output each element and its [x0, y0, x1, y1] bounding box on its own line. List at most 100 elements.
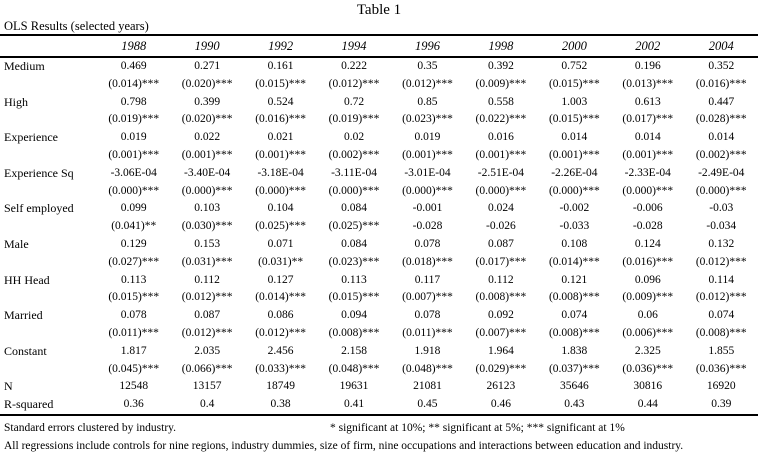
cell: (0.033)*** [255, 362, 306, 375]
cell: (0.012)*** [255, 326, 306, 339]
year-header-cell: 1996 [390, 35, 465, 58]
year-header-cell: 2000 [537, 35, 612, 58]
cell: (0.000)*** [328, 184, 380, 197]
cell: 1.964 [487, 344, 514, 357]
cell: (0.017)*** [622, 113, 674, 126]
cell: (0.036)*** [622, 362, 674, 375]
cell: (0.001)*** [255, 148, 306, 161]
cell: 0.44 [611, 396, 685, 416]
table-title: Table 1 [356, 2, 402, 18]
cell: (0.031)** [258, 255, 304, 268]
cell: (0.009)*** [622, 291, 674, 304]
cell: 0.153 [194, 237, 221, 250]
row-label [0, 325, 97, 343]
cell: (0.002)*** [328, 148, 380, 161]
cell: 21081 [413, 380, 442, 393]
cell: 0.524 [267, 95, 294, 108]
cell: 0.85 [417, 95, 438, 108]
cell: (0.019)*** [108, 113, 160, 126]
year-header-cell: 1998 [464, 35, 538, 58]
cell: -3.18E-04 [257, 166, 304, 179]
cell: (0.016)*** [255, 113, 306, 126]
cell: 26123 [486, 380, 516, 393]
row-label [0, 147, 97, 165]
cell: 0.078 [120, 309, 147, 322]
cell: 0.071 [267, 237, 294, 250]
row-label: Medium [4, 59, 45, 73]
cell: 0.02 [343, 131, 365, 144]
cell: 0.447 [708, 95, 735, 108]
cell: 0.087 [194, 309, 221, 322]
cell: 12548 [119, 380, 149, 393]
cell: 0.074 [708, 309, 735, 322]
table-row-coef: Constant 1.817 2.035 2.456 2.158 1.918 1.964 1.… [0, 343, 758, 361]
cell: (0.027)*** [108, 255, 160, 268]
cell: (0.001)*** [108, 148, 160, 161]
year-header-cell: 1990 [170, 35, 244, 58]
cell: 0.103 [194, 202, 221, 215]
cell: 1.817 [120, 344, 147, 357]
cell: -3.01E-04 [404, 166, 451, 179]
table-row-se: (0.015)*** (0.012)*** (0.014)*** (0.015)***… [0, 289, 758, 307]
row-label: HH Head [4, 272, 50, 287]
row-label: Self employed [4, 201, 74, 216]
footnote-controls: All regressions include controls for nin… [4, 439, 684, 452]
cell: (0.048)*** [402, 362, 453, 375]
cell: -2.26E-04 [551, 166, 598, 179]
year-header-row: 1988 1990 1992 1994 1996 1998 2000 2002 2004 [0, 35, 758, 58]
cell: 0.38 [243, 396, 318, 416]
cell: (0.015)*** [328, 291, 380, 304]
cell: (0.012)*** [402, 77, 453, 90]
cell: 0.112 [194, 273, 220, 286]
cell: 0.392 [487, 60, 514, 72]
cell: (0.015)*** [108, 291, 160, 304]
cell: 0.078 [414, 237, 441, 250]
cell: (0.008)*** [695, 326, 747, 339]
cell: (0.016)*** [695, 77, 747, 90]
cell: 0.196 [634, 60, 661, 72]
cell: 35646 [559, 380, 589, 393]
cell: -3.06E-04 [110, 166, 157, 179]
cell: (0.012)*** [695, 291, 747, 304]
cell: 1.855 [708, 344, 735, 357]
cell: 2.035 [194, 344, 221, 357]
row-label: Experience [4, 130, 58, 145]
cell: 0.021 [267, 131, 294, 144]
row-label: Constant [4, 343, 47, 358]
cell: -0.033 [559, 220, 590, 233]
ols-results-table: 1988 1990 1992 1994 1996 1998 2000 2002 2004 Med… [0, 34, 758, 416]
cell: -2.51E-04 [477, 166, 525, 179]
cell: 18749 [266, 380, 295, 393]
cell: (0.016)*** [622, 255, 674, 268]
row-label [0, 361, 97, 379]
year-header-cell: 1988 [97, 35, 171, 58]
cell: (0.008)*** [328, 326, 380, 339]
cell: (0.014)*** [255, 291, 306, 304]
cell: (0.015)*** [548, 113, 600, 126]
cell: 0.752 [561, 60, 588, 72]
year-header-cell: 2004 [684, 35, 758, 58]
cell: (0.014)*** [548, 255, 600, 268]
cell: 0.108 [561, 237, 588, 250]
table-row-coef: Married 0.078 0.087 0.086 0.094 0.078 0.092 0.0… [0, 307, 758, 325]
cell: (0.020)*** [181, 113, 233, 126]
cell: (0.023)*** [402, 113, 453, 126]
cell: (0.028)*** [695, 113, 747, 126]
cell: 0.124 [634, 237, 661, 250]
cell: 0.099 [120, 202, 147, 215]
footnote-row: Standard errors clustered by industry. *… [4, 420, 758, 437]
header-label-cell [0, 35, 97, 58]
cell: (0.023)*** [328, 255, 380, 268]
cell: (0.008)*** [548, 326, 600, 339]
cell: 1.918 [414, 344, 441, 357]
cell: 2.456 [267, 344, 294, 357]
cell: 0.129 [120, 237, 147, 250]
cell: 0.114 [708, 273, 734, 286]
cell: (0.014)*** [108, 77, 160, 90]
cell: 0.019 [414, 131, 441, 144]
cell: -0.028 [412, 220, 443, 233]
cell: (0.011)*** [108, 326, 159, 339]
cell: (0.008)*** [548, 291, 600, 304]
cell: -0.028 [632, 220, 663, 233]
